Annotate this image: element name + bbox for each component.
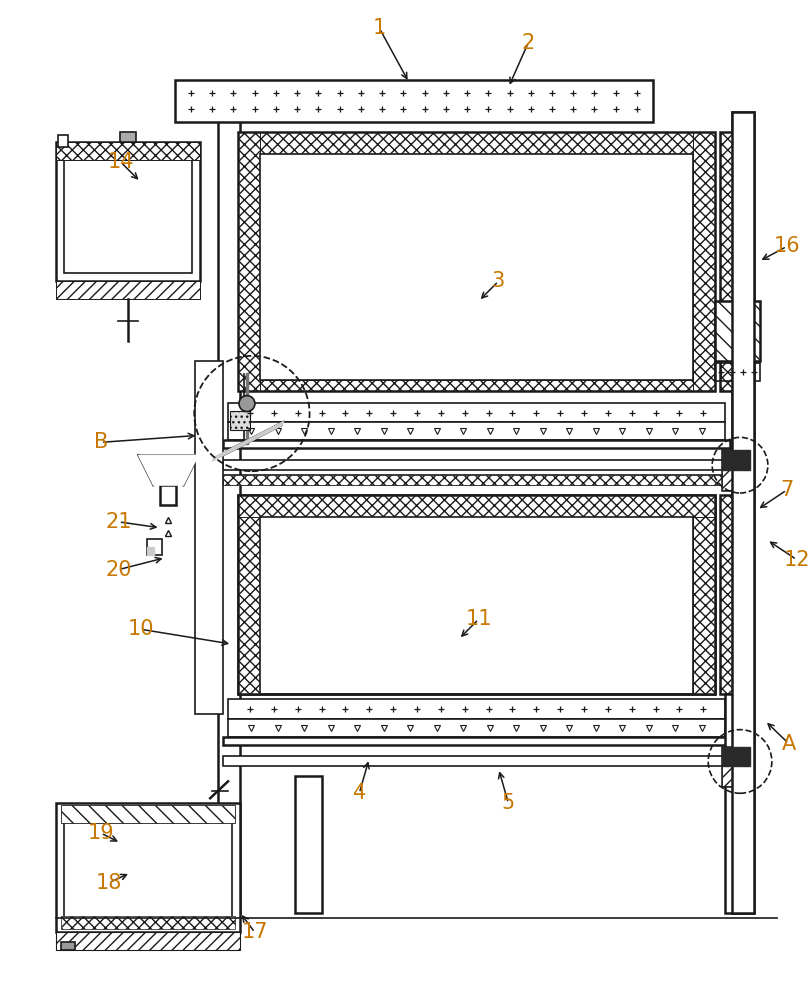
Bar xyxy=(693,495,714,694)
Bar xyxy=(61,942,75,950)
Bar xyxy=(146,539,162,555)
Bar xyxy=(714,301,759,361)
Bar xyxy=(61,805,234,823)
Bar xyxy=(721,747,749,786)
Text: 3: 3 xyxy=(491,271,504,291)
Polygon shape xyxy=(212,421,283,461)
Text: 2: 2 xyxy=(521,33,534,53)
Bar xyxy=(56,281,200,299)
Bar xyxy=(719,495,749,694)
Bar xyxy=(56,803,240,932)
Text: 11: 11 xyxy=(465,609,491,629)
Text: 12: 12 xyxy=(783,550,809,570)
Bar xyxy=(223,460,729,470)
Text: 1: 1 xyxy=(372,18,385,38)
Text: 20: 20 xyxy=(105,560,131,580)
Bar xyxy=(64,150,192,273)
Bar xyxy=(56,142,200,160)
Bar xyxy=(714,301,759,361)
Bar xyxy=(721,766,735,786)
Bar xyxy=(228,719,724,737)
Text: 16: 16 xyxy=(773,236,799,256)
Bar xyxy=(56,142,200,281)
Bar xyxy=(238,495,714,694)
Bar xyxy=(195,361,223,714)
Text: 17: 17 xyxy=(242,922,268,942)
Bar xyxy=(223,737,729,745)
Text: B: B xyxy=(93,432,108,452)
Circle shape xyxy=(238,396,255,412)
Bar xyxy=(56,932,240,950)
Bar xyxy=(119,132,135,142)
Bar xyxy=(64,818,232,918)
Bar xyxy=(719,132,749,391)
Bar xyxy=(238,132,714,391)
Bar xyxy=(721,450,749,490)
Polygon shape xyxy=(146,547,154,555)
Bar xyxy=(260,154,693,380)
Text: 18: 18 xyxy=(96,873,122,893)
Bar xyxy=(238,380,714,391)
Bar xyxy=(228,699,724,719)
Bar xyxy=(218,112,240,913)
Polygon shape xyxy=(721,747,749,766)
Bar xyxy=(294,776,322,913)
Bar xyxy=(238,132,714,154)
Polygon shape xyxy=(139,455,198,485)
Bar xyxy=(714,363,759,381)
Bar xyxy=(230,411,250,430)
Bar xyxy=(228,403,724,422)
Bar xyxy=(228,422,724,440)
Bar xyxy=(161,485,176,505)
Bar xyxy=(238,132,260,391)
Bar xyxy=(223,756,729,766)
Bar xyxy=(238,495,714,517)
Text: 7: 7 xyxy=(779,480,792,500)
Text: 21: 21 xyxy=(105,512,131,532)
Bar xyxy=(719,495,749,694)
Bar xyxy=(260,517,693,694)
Bar xyxy=(724,694,744,913)
Bar xyxy=(732,112,753,913)
Text: 5: 5 xyxy=(501,793,514,813)
Bar xyxy=(732,112,753,913)
Text: 19: 19 xyxy=(88,823,114,843)
Text: A: A xyxy=(781,734,795,754)
Polygon shape xyxy=(721,450,749,470)
Bar xyxy=(223,475,729,485)
Text: 14: 14 xyxy=(107,152,134,172)
Bar xyxy=(693,132,714,391)
Bar xyxy=(61,916,234,929)
Bar xyxy=(223,475,729,485)
Bar xyxy=(238,495,714,694)
Bar xyxy=(58,135,68,147)
Bar xyxy=(223,440,729,448)
Text: 10: 10 xyxy=(127,619,153,639)
Bar xyxy=(238,495,260,694)
Bar xyxy=(721,470,735,490)
Bar xyxy=(175,80,652,122)
Text: 4: 4 xyxy=(352,783,366,803)
Bar xyxy=(719,132,749,391)
